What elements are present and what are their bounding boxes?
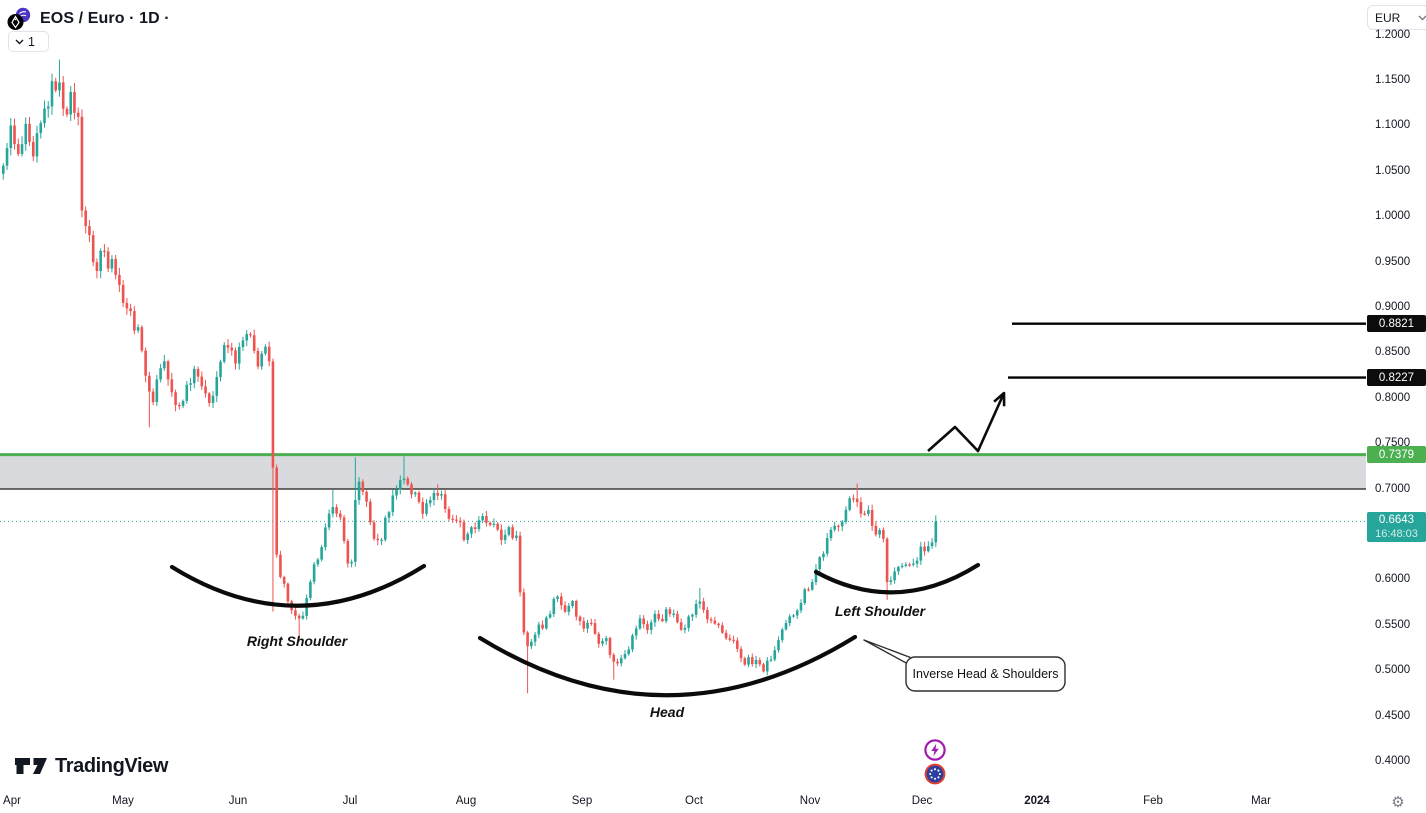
- price-tick-label: 0.5500: [1375, 618, 1411, 631]
- price-tick-label: 0.4000: [1375, 754, 1411, 767]
- time-tick-label-apr: Apr: [3, 795, 21, 807]
- time-axis[interactable]: Apr May Jun Jul Aug Sep Oct Nov Dec 2024 Feb Mar: [0, 790, 1426, 813]
- time-tick-label-dec: Dec: [911, 795, 933, 807]
- symbol-logo[interactable]: [6, 6, 32, 32]
- price-tick-label: 0.4500: [1375, 709, 1411, 722]
- price-tick-label: 0.9500: [1375, 255, 1411, 268]
- interval-selector[interactable]: 1: [8, 31, 49, 52]
- left-shoulder-label[interactable]: Left Shoulder: [834, 603, 926, 619]
- time-tick-label-mar: Mar: [1251, 795, 1271, 807]
- eu-flag-marker-icon[interactable]: [923, 762, 947, 786]
- price-tick-label: 0.7000: [1375, 482, 1411, 495]
- chevron-down-icon: [15, 39, 24, 44]
- price-level-badge-upper: 0.8821: [1367, 315, 1426, 333]
- time-tick-label-2024: 2024: [1024, 795, 1050, 807]
- time-tick-label-may: May: [112, 795, 134, 807]
- eos-logo-icon: [7, 14, 24, 30]
- countdown-timer: 16:48:03: [1375, 528, 1418, 541]
- settings-gear-icon[interactable]: ⚙: [1391, 794, 1405, 811]
- time-tick-label-aug: Aug: [455, 795, 477, 807]
- tradingview-logo-icon: [15, 758, 47, 774]
- current-price-value: 0.6643: [1378, 514, 1415, 527]
- right-shoulder-label[interactable]: Right Shoulder: [246, 633, 348, 649]
- time-tick-label-nov: Nov: [799, 795, 821, 807]
- supply-zone[interactable]: [0, 453, 1366, 490]
- head-label[interactable]: Head: [649, 704, 685, 720]
- candlestick-series: [2, 59, 938, 694]
- price-tick-label: 0.5000: [1375, 664, 1411, 677]
- time-tick-label-feb: Feb: [1143, 795, 1163, 807]
- time-tick-label-sep: Sep: [571, 795, 593, 807]
- price-level-badge-lower: 0.8227: [1367, 369, 1426, 387]
- chevron-down-icon: [1418, 15, 1426, 20]
- inverse-head-shoulders-callout[interactable]: Inverse Head & Shoulders: [912, 667, 1059, 681]
- pattern-arcs[interactable]: [169, 562, 981, 698]
- price-tick-label: 1.1000: [1375, 119, 1411, 132]
- callout-bubble[interactable]: [863, 639, 1066, 692]
- zone-top-price-badge: 0.7379: [1367, 446, 1426, 464]
- price-tick-label: 0.8500: [1375, 346, 1411, 359]
- zigzag-projection-arrow[interactable]: [927, 391, 1006, 453]
- interval-value: 1: [28, 34, 35, 49]
- currency-value: EUR: [1375, 10, 1401, 25]
- time-tick-label-jul: Jul: [342, 795, 358, 807]
- price-tick-label: 1.2000: [1375, 28, 1411, 41]
- price-tick-label: 0.6000: [1375, 573, 1411, 586]
- currency-selector[interactable]: EUR: [1367, 5, 1426, 30]
- current-price-badge: 0.6643 16:48:03: [1367, 512, 1426, 543]
- price-tick-label: 1.0000: [1375, 210, 1411, 223]
- price-tick-label: 0.8000: [1375, 391, 1411, 404]
- price-tick-label: 0.9000: [1375, 300, 1411, 313]
- price-tick-label: 1.0500: [1375, 164, 1411, 177]
- tradingview-logo[interactable]: TradingView: [14, 753, 168, 779]
- tradingview-logo-text: TradingView: [55, 754, 169, 777]
- time-tick-label-jun: Jun: [228, 795, 248, 807]
- symbol-title[interactable]: EOS / Euro · 1D ·: [40, 10, 170, 27]
- chart-header: EOS / Euro · 1D ·: [6, 6, 170, 32]
- price-axis[interactable]: 1.2000 1.1500 1.1000 1.0500 1.0000 0.9500 0.90…: [1368, 0, 1426, 790]
- time-tick-label-oct: Oct: [685, 795, 703, 807]
- price-tick-label: 1.1500: [1375, 73, 1411, 86]
- boost-lightning-marker-icon[interactable]: [923, 738, 947, 762]
